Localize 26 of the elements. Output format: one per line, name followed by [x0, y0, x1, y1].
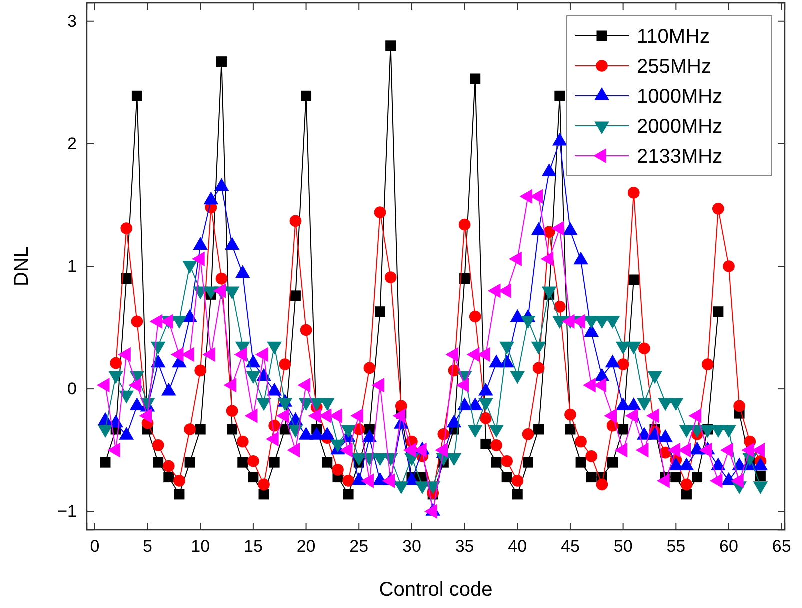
x-tick-label: 10 [191, 537, 210, 556]
x-tick-label: 5 [143, 537, 152, 556]
y-tick-label: 1 [68, 256, 77, 276]
x-tick-label: 0 [90, 537, 100, 556]
x-tick-label: 50 [614, 537, 633, 556]
x-tick-label: 45 [561, 537, 580, 556]
y-tick-label: 2 [68, 134, 77, 154]
x-tick-label: 25 [350, 537, 369, 556]
legend-label: 1000MHz [637, 86, 723, 108]
x-axis-title: Control code [379, 579, 493, 601]
x-tick-label: 35 [455, 537, 474, 556]
x-tick-label: 55 [666, 537, 686, 556]
x-tick-label: 40 [508, 537, 528, 556]
x-tick-label: 15 [244, 537, 263, 556]
legend-label: 2000MHz [637, 116, 723, 138]
legend-label: 110MHz [637, 26, 710, 48]
x-tick-label: 30 [402, 537, 422, 556]
y-tick-label: 3 [68, 12, 77, 31]
x-tick-label: 20 [296, 537, 316, 556]
y-tick-label: −1 [58, 502, 77, 522]
y-tick-label: 0 [68, 380, 77, 398]
legend-label: 255MHz [637, 56, 712, 78]
x-tick-label: 65 [772, 537, 792, 556]
x-tick-label: 60 [720, 537, 738, 556]
y-axis-title: DNL [11, 246, 33, 287]
legend-label: 2133MHz [637, 146, 723, 168]
